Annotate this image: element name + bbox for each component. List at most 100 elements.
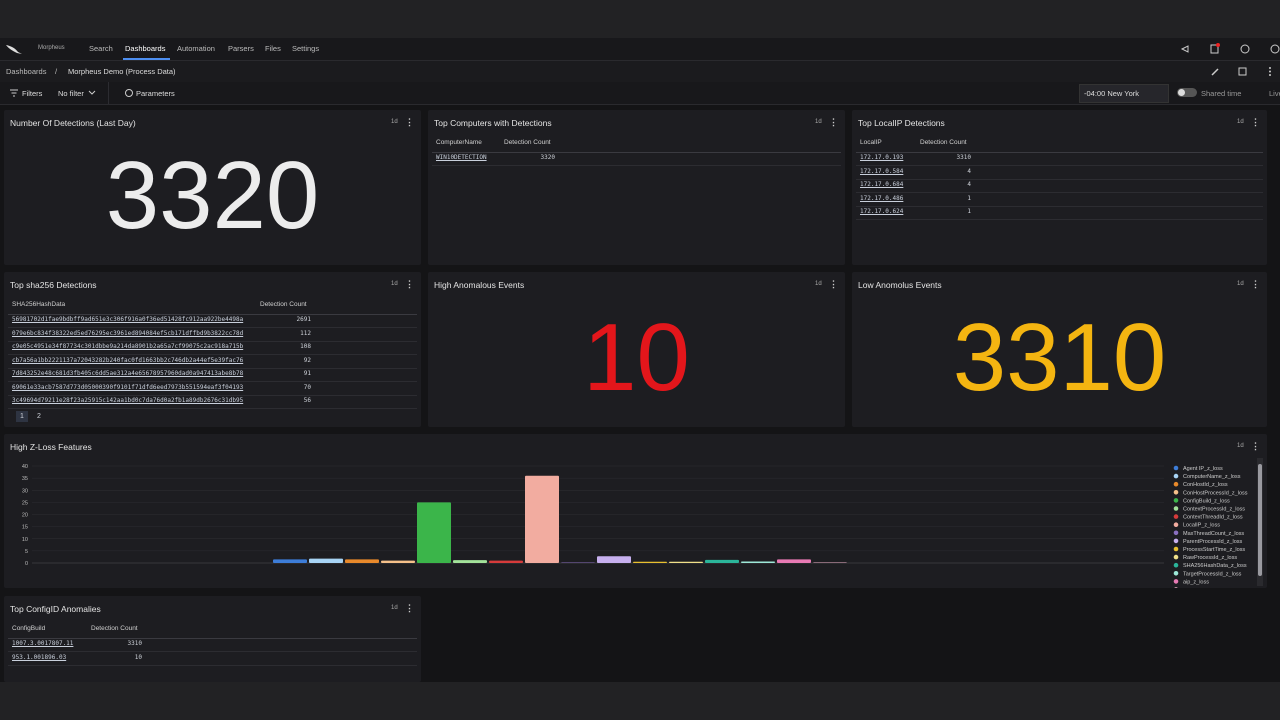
timezone: -04:00 New York (1084, 89, 1140, 98)
panel-range: 1d (815, 119, 822, 125)
legend-label: ProcessStartTime_z_loss (1183, 547, 1245, 553)
legend-swatch (1173, 465, 1179, 471)
panel-menu[interactable]: ⋮ (829, 279, 838, 289)
nav-item[interactable]: Dashboards (125, 44, 166, 53)
bar (525, 475, 559, 563)
column-header: Detection Count (920, 139, 967, 146)
row-value: 92 (303, 356, 311, 364)
panel-menu[interactable]: ⋮ (405, 279, 414, 289)
column-header: Detection Count (260, 301, 307, 308)
bar (381, 560, 415, 563)
crumb-root[interactable]: Dashboards (6, 67, 47, 76)
row-key[interactable]: 172.17.0.684 (860, 181, 904, 188)
panel: Top LocalIP Detections 1d ⋮ LocalIP Detectio… (852, 110, 1267, 265)
panel: Number Of Detections (Last Day) 1d ⋮ 3320 (4, 110, 421, 265)
nav-item[interactable]: Search (89, 44, 113, 53)
column-header: ComputerName (436, 139, 482, 146)
nav-item[interactable]: Parsers (228, 44, 254, 53)
panel-menu[interactable]: ⋮ (405, 117, 414, 127)
bar (417, 502, 451, 563)
row-key[interactable]: 953.1.001896.03 (12, 653, 67, 661)
row-value: 56 (303, 397, 311, 404)
row-line (856, 205, 1263, 207)
legend-label: ConfigBuild_z_loss (1183, 498, 1230, 504)
divider (108, 82, 109, 104)
row-key[interactable]: cb7a56a1bb2221137a72043282b240fac0fd1663… (12, 356, 244, 364)
panel-title: High Anomalous Events (434, 280, 525, 290)
row-key[interactable]: 172.17.0.486 (860, 194, 904, 202)
nav-item[interactable]: Automation (177, 44, 215, 53)
row-line (8, 327, 417, 328)
legend-swatch (1173, 562, 1179, 568)
toolbar: Filters No filter Parameters -04:00 New … (0, 82, 1280, 105)
filter-select[interactable]: No filter (58, 89, 84, 98)
row-line (8, 367, 417, 369)
page-button[interactable]: 1 (16, 411, 28, 422)
nav-active (123, 58, 170, 60)
row-line (8, 394, 417, 396)
legend-label: MaxThreadCount_z_loss (1183, 531, 1244, 537)
parameters-button[interactable]: Parameters (136, 89, 175, 98)
panel: Top sha256 Detections 1d ⋮ SHA256HashData De… (4, 272, 421, 427)
panel-menu[interactable]: ⋮ (829, 117, 838, 127)
row-line (856, 192, 1263, 193)
row-key[interactable]: c9e05c4951e34f87734c301dbbe9a214da8901b2… (12, 343, 244, 350)
panel-menu[interactable]: ⋮ (1251, 117, 1260, 127)
panel-title: Top LocalIP Detections (858, 118, 945, 128)
column-header: Detection Count (91, 625, 138, 632)
nav-item[interactable]: Settings (292, 44, 320, 53)
logo (6, 45, 22, 54)
legend-label: SHA256HashData_z_loss (1183, 563, 1247, 569)
row-line (432, 165, 841, 166)
column-header: LocalIP (860, 139, 882, 146)
timezone-select[interactable]: -04:00 New York (1079, 84, 1169, 103)
legend-label: ParentProcessId_z_loss (1183, 539, 1243, 545)
row-key[interactable]: 56981702d1fae9bdbff9ad651e3c306f916a0f36… (12, 316, 244, 323)
row-key[interactable]: 172.17.0.624 (860, 208, 904, 215)
nav-icons (1180, 43, 1280, 54)
legend-swatch (1173, 579, 1179, 584)
nav-item[interactable]: Files (265, 44, 281, 53)
legend-swatch (1173, 538, 1179, 544)
legend-swatch (1173, 554, 1179, 560)
row-key[interactable]: 1007.3.0017807.11 (12, 640, 74, 647)
live[interactable]: Live (1269, 89, 1280, 98)
panel-title: Low Anomolus Events (858, 280, 942, 290)
row-key[interactable]: 172.17.0.193 (860, 154, 904, 161)
filters-button[interactable]: Filters (22, 89, 43, 98)
y-tick-label: 20 (22, 513, 28, 519)
panel-menu[interactable]: ⋮ (1251, 441, 1260, 451)
crumb-sep: / (55, 67, 58, 76)
bar (777, 559, 811, 563)
row-key[interactable]: 7d843252e48c681d3fb405c6dd5ae312a4e65678… (12, 370, 244, 377)
panel-range: 1d (1237, 443, 1244, 449)
row-value: 91 (303, 370, 311, 377)
row-key[interactable]: 172.17.0.584 (860, 167, 904, 175)
header-line (8, 314, 417, 315)
row-key[interactable]: 3c49694d79211e28f23a25915c142aa1bd0c7da7… (12, 397, 244, 404)
legend-label: ComputerName_z_loss (1183, 474, 1241, 480)
shared-toggle[interactable] (1177, 88, 1197, 97)
scrollbar-thumb[interactable] (1258, 464, 1262, 576)
row-key[interactable]: 079e6bc834f38322ed5ed76295ec3961ed894084… (12, 329, 244, 337)
row-line (8, 664, 417, 666)
panel: Low Anomolus Events 1d ⋮ 3310 (852, 272, 1267, 427)
row-value: 3310 (127, 640, 142, 647)
column-header: ConfigBuild (12, 625, 46, 632)
panel-menu[interactable]: ⋮ (1251, 279, 1260, 289)
bar (273, 559, 307, 563)
legend-swatch (1173, 514, 1179, 519)
panel-menu[interactable]: ⋮ (405, 603, 414, 613)
legend: Agent IP_z_loss ComputerName_z_loss ConHos… (1173, 465, 1248, 588)
legend-swatch (1173, 546, 1179, 552)
legend-swatch (1173, 481, 1179, 487)
page-button[interactable]: 2 (37, 413, 41, 420)
legend-label: ConHostProcessId_z_loss (1183, 490, 1248, 496)
row-key[interactable]: WIN10DETECTION (436, 154, 487, 161)
panel: High Anomalous Events 1d ⋮ 10 (428, 272, 845, 427)
bar (669, 561, 703, 563)
row-value: 4 (967, 167, 971, 175)
row-key[interactable]: 69061e33acb7587d773d05000390f9101f71dfd6… (12, 383, 244, 391)
dashboard: Number Of Detections (Last Day) 1d ⋮ 3320 To… (0, 105, 1280, 682)
